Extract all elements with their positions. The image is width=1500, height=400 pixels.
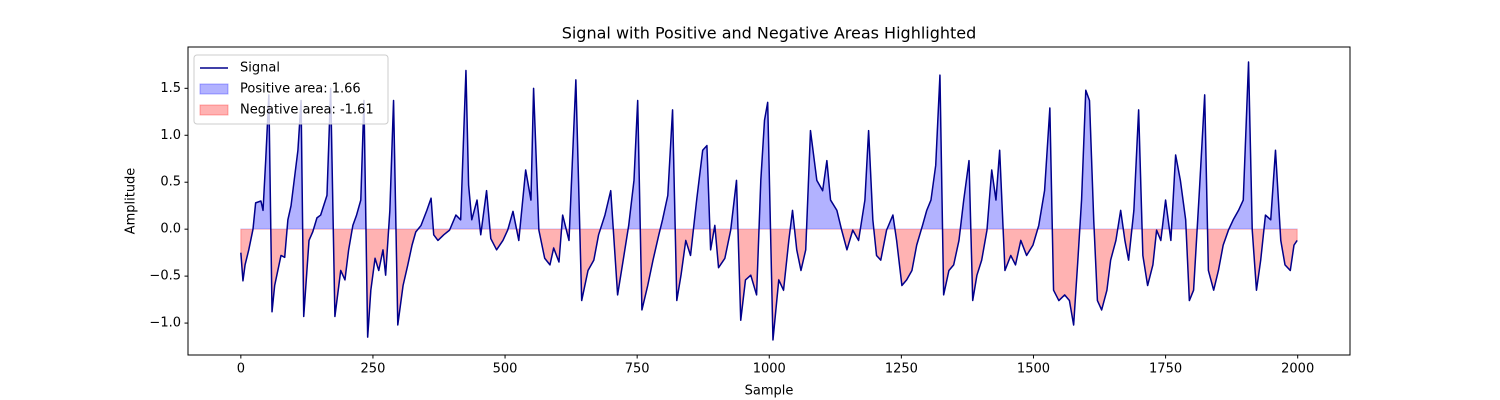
x-tick-label: 1500 [1017, 362, 1050, 377]
y-tick-label: −1.0 [149, 316, 181, 331]
legend: Signal Positive area: 1.66 Negative area: … [193, 54, 389, 125]
y-tick-label: −0.5 [149, 269, 181, 284]
x-tick-label: 750 [625, 362, 650, 377]
y-tick-label: 0.0 [160, 222, 181, 237]
legend-label: Signal [240, 61, 280, 76]
x-tick-label: 1000 [753, 362, 786, 377]
x-tick-label: 500 [493, 362, 518, 377]
legend-box [193, 54, 389, 125]
y-tick-label: 0.5 [160, 175, 181, 190]
x-tick-label: 0 [237, 362, 245, 377]
legend-label: Positive area: 1.66 [240, 82, 361, 97]
y-tick-label: 1.0 [160, 128, 181, 143]
x-tick-label: 1750 [1149, 362, 1182, 377]
signal-line [240, 61, 1298, 341]
chart-title: Signal with Positive and Negative Areas … [562, 24, 977, 43]
plot-area [240, 61, 1298, 341]
y-tick-label: 1.5 [160, 81, 181, 96]
x-tick-label: 2000 [1281, 362, 1314, 377]
x-tick-label: 1250 [885, 362, 918, 377]
y-axis-label: Amplitude [124, 168, 139, 235]
legend-swatch [199, 104, 229, 116]
legend-label: Negative area: -1.61 [240, 103, 374, 118]
x-tick-label: 250 [361, 362, 386, 377]
x-axis-label: Sample [745, 384, 794, 399]
legend-swatch [199, 83, 229, 95]
